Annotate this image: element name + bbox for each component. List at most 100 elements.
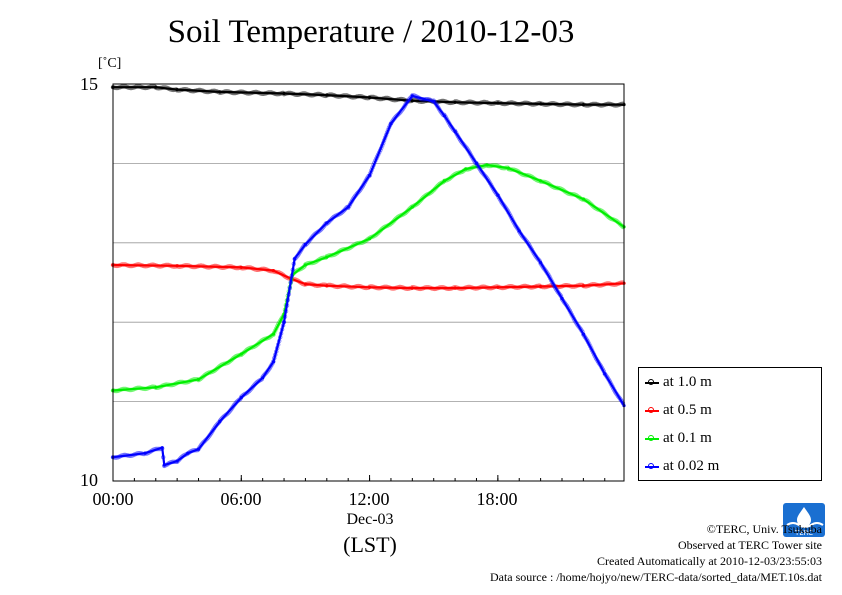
axis-ticks (112, 475, 606, 481)
series-0 (110, 84, 626, 108)
legend-symbol-002m (645, 462, 659, 472)
credits-block: ©TERC, Univ. Tsukuba Observed at TERC To… (490, 521, 822, 585)
legend-label-1m: at 1.0 m (663, 374, 712, 390)
created-text: Created Automatically at 2010-12-03/23:5… (597, 554, 822, 568)
data-point-3-3 (162, 463, 166, 467)
data-point-1-12 (581, 284, 586, 288)
data-point-1-1 (175, 264, 179, 268)
data-point-1-11 (539, 284, 543, 289)
y-unit-label: [˚C] (98, 56, 122, 71)
data-point-3-1 (143, 451, 147, 455)
data-point-1-2 (239, 265, 243, 269)
data-point-0-11 (581, 103, 586, 107)
x-tick-label-1200: 12:00 (348, 489, 390, 509)
data-point-0-5 (325, 93, 329, 97)
data-point-3-15 (346, 205, 350, 209)
data-point-3-2 (160, 446, 164, 450)
data-point-0-6 (368, 95, 372, 100)
data-point-3-13 (303, 242, 307, 246)
data-point-3-11 (282, 320, 286, 324)
legend: at 1.0 m at 0.5 m at 0.1 m at 0.02 m (638, 367, 822, 481)
data-point-3-4 (175, 459, 179, 463)
series-markers-3 (110, 93, 626, 469)
data-point-2-2 (196, 377, 201, 381)
legend-label-002m: at 0.02 m (663, 458, 720, 474)
data-point-3-19 (432, 99, 436, 104)
plot-frame (112, 83, 625, 482)
series-line-1 (112, 263, 625, 290)
data-point-1-9 (453, 286, 457, 290)
data-point-1-6 (325, 284, 329, 288)
data-point-2-13 (485, 163, 489, 167)
series-2 (110, 163, 626, 394)
data-point-2-16 (581, 197, 586, 201)
series-3 (110, 93, 626, 469)
data-point-2-14 (506, 166, 511, 170)
data-point-0-9 (496, 101, 500, 105)
data-point-3-12 (293, 257, 297, 261)
data-point-3-6 (196, 447, 201, 451)
data-point-2-3 (239, 352, 243, 356)
source-text: Data source : /home/hojyo/new/TERC-data/… (489, 570, 822, 584)
data-point-3-5 (186, 451, 190, 455)
data-point-0-3 (218, 90, 222, 94)
data-point-2-15 (539, 179, 543, 183)
data-point-3-28 (603, 372, 607, 376)
series-markers-2 (110, 163, 626, 394)
legend-label-01m: at 0.1 m (663, 430, 712, 446)
data-point-3-20 (442, 114, 446, 118)
legend-symbol-1m (645, 378, 659, 388)
logo-text: TERC (794, 529, 813, 537)
x-tick-label-0000: 00:00 (92, 489, 134, 509)
legend-symbol-01m (645, 434, 659, 444)
data-point-3-16 (368, 173, 372, 177)
x-tick-label-0600: 06:00 (220, 489, 262, 509)
data-point-1-5 (303, 282, 307, 286)
y-tick-label-min: 10 (80, 470, 98, 490)
data-point-3-9 (261, 376, 265, 380)
data-point-3-27 (581, 332, 586, 336)
data-point-2-10 (410, 205, 414, 209)
data-point-3-25 (539, 261, 543, 265)
data-point-3-10 (271, 360, 275, 364)
data-point-1-10 (496, 285, 500, 289)
copyright-text: ©TERC, Univ. Tsukuba (706, 522, 822, 536)
y-tick-label-max: 15 (80, 74, 98, 94)
legend-label-05m: at 0.5 m (663, 402, 712, 418)
data-point-0-10 (539, 102, 543, 106)
data-point-3-23 (496, 193, 500, 197)
series-layer (110, 84, 626, 469)
data-point-0-8 (453, 100, 457, 104)
data-point-2-11 (442, 179, 446, 183)
series-line-3 (112, 94, 625, 467)
data-point-0-7 (410, 99, 414, 103)
terc-logo: TERC (783, 503, 825, 537)
legend-item-01m: at 0.1 m (645, 430, 712, 447)
x-tick-label-1800: 18:00 (476, 489, 518, 509)
data-point-3-7 (218, 419, 222, 423)
legend-item-05m: at 0.5 m (645, 402, 712, 419)
data-point-2-1 (154, 385, 158, 389)
data-point-2-12 (464, 167, 468, 171)
legend-item-002m: at 0.02 m (645, 458, 719, 475)
data-point-0-4 (282, 91, 286, 96)
grid-lines (113, 162, 624, 403)
data-point-1-3 (271, 269, 275, 273)
data-point-1-8 (410, 286, 414, 290)
x-axis-label: (LST) (343, 532, 397, 557)
date-label: Dec-03 (346, 511, 394, 528)
data-point-3-14 (325, 221, 329, 225)
legend-item-1m: at 1.0 m (645, 374, 712, 391)
data-point-3-8 (239, 396, 243, 400)
data-point-3-24 (517, 229, 521, 233)
data-point-0-1 (154, 85, 158, 89)
data-point-2-8 (325, 255, 329, 259)
data-point-3-21 (453, 130, 457, 134)
data-point-2-9 (368, 237, 372, 241)
data-point-3-22 (474, 161, 479, 165)
data-point-3-18 (410, 94, 414, 98)
chart-title: Soil Temperature / 2010-12-03 (167, 14, 575, 50)
data-point-0-2 (175, 88, 179, 92)
observed-text: Observed at TERC Tower site (677, 538, 822, 552)
